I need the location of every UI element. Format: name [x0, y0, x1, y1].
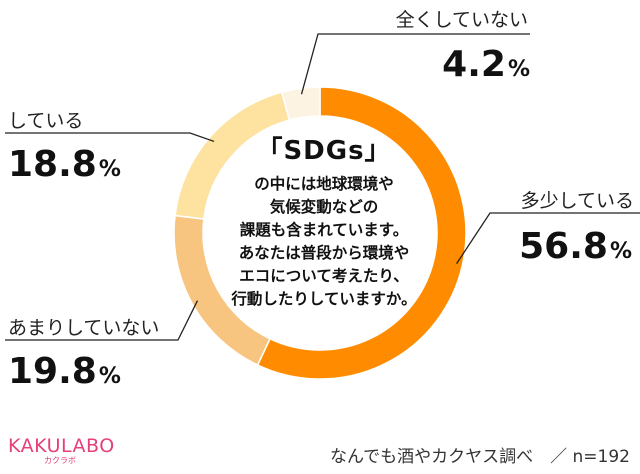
- value-label-2: 19.8%: [8, 351, 121, 392]
- center-line-1: の中には地球環境や: [254, 175, 394, 193]
- category-label-3: している: [8, 110, 83, 132]
- donut-slice-1: [256, 86, 467, 380]
- center-line-4: あなたは普段から環境や: [238, 244, 410, 262]
- value-label-3: 18.8%: [8, 144, 121, 185]
- source-footer: なんでも酒やカクヤス調べ ／ n=192: [329, 447, 630, 467]
- leader-line-2: [5, 300, 199, 341]
- center-title: 「SDGs」: [256, 136, 392, 166]
- center-line-2: 気候変動などの: [269, 198, 379, 216]
- center-line-3: 課題も含まれています。: [239, 221, 409, 239]
- leader-line-1: [456, 212, 640, 265]
- leader-line-4: [300, 33, 530, 95]
- brand-name: KAKULABO: [8, 435, 115, 457]
- center-line-5: エコについて考えたり、: [239, 267, 409, 285]
- center-line-6: 行動したりしていますか。: [231, 290, 417, 308]
- category-label-2: あまりしていない: [8, 317, 159, 339]
- value-label-1: 56.8%: [519, 226, 632, 267]
- brand-logo: KAKULABO カクラボ: [8, 436, 115, 465]
- value-label-4: 4.2%: [442, 44, 530, 85]
- category-label-4: 全くしていない: [396, 9, 528, 31]
- leader-line-3: [5, 132, 215, 143]
- category-label-1: 多少している: [521, 190, 634, 212]
- center-question: 「SDGs」 の中には地球環境や 気候変動などの 課題も含まれています。 あなた…: [205, 130, 443, 311]
- brand-sub: カクラボ: [44, 456, 76, 465]
- donut-slice-4: [280, 86, 321, 122]
